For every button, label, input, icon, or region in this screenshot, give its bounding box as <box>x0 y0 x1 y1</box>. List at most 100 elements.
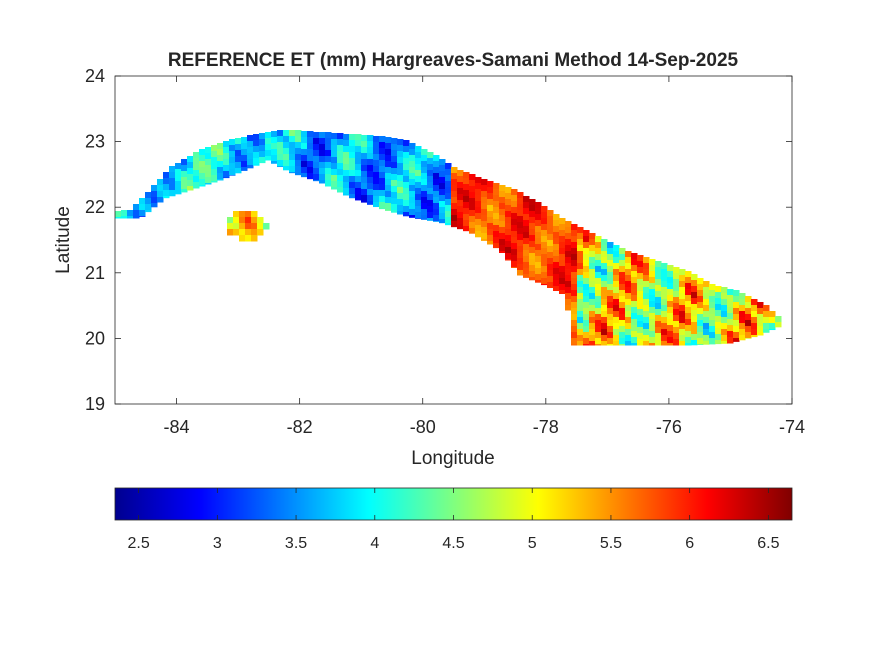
et-cell <box>439 159 446 166</box>
et-cell <box>577 263 584 270</box>
et-cell <box>403 152 410 159</box>
et-cell <box>649 331 656 338</box>
et-cell <box>703 323 710 330</box>
et-cell <box>595 302 602 309</box>
et-cell <box>307 161 314 168</box>
et-cell <box>709 302 716 309</box>
et-cell <box>607 296 614 303</box>
et-cell <box>601 305 608 312</box>
et-cell <box>379 154 386 161</box>
et-cell <box>607 254 614 261</box>
et-cell <box>625 263 632 270</box>
et-cell <box>679 323 686 330</box>
et-cell <box>463 202 470 209</box>
et-cell <box>553 256 560 263</box>
et-cell <box>577 329 584 336</box>
et-cell <box>367 177 374 184</box>
et-cell <box>595 326 602 333</box>
et-cell <box>745 320 752 327</box>
et-cell <box>223 171 230 178</box>
et-cell <box>175 193 182 195</box>
et-cell <box>253 134 260 141</box>
et-cell <box>403 140 410 147</box>
et-cell <box>337 133 344 140</box>
et-cell <box>385 167 392 174</box>
et-cell <box>175 175 182 182</box>
et-cell <box>571 272 578 279</box>
et-cell <box>355 164 362 171</box>
et-cell <box>619 254 626 261</box>
et-cell <box>493 219 500 226</box>
et-cell <box>613 329 620 336</box>
et-cell <box>547 222 554 229</box>
et-cell <box>355 188 362 195</box>
et-cell <box>463 226 470 232</box>
et-cell <box>199 185 206 187</box>
et-cell <box>217 173 224 180</box>
et-cell <box>325 144 332 151</box>
et-cell <box>637 333 644 340</box>
et-cell <box>385 155 392 162</box>
et-cell <box>775 322 782 328</box>
et-cell <box>415 200 422 207</box>
et-cell <box>439 201 446 208</box>
et-cell <box>541 284 548 286</box>
et-cell <box>433 161 440 168</box>
et-cell <box>559 266 566 273</box>
et-cell <box>415 152 422 159</box>
et-cell <box>541 266 548 273</box>
et-cell <box>619 320 626 327</box>
et-cell <box>577 251 584 258</box>
et-cell <box>463 190 470 197</box>
et-cell <box>673 321 680 328</box>
et-cell <box>529 277 536 281</box>
et-cell <box>541 206 548 213</box>
colorbar-tick-label: 5.5 <box>600 535 622 552</box>
et-cell <box>433 167 440 174</box>
colorbar-tick-label: 4 <box>370 535 379 552</box>
et-cell <box>169 172 176 179</box>
et-cell <box>589 239 596 246</box>
et-cell <box>427 158 434 165</box>
et-cell <box>409 149 416 156</box>
et-cell <box>319 132 326 139</box>
et-cell <box>547 216 554 223</box>
et-cell <box>457 200 464 207</box>
et-cell <box>697 308 704 315</box>
et-cell <box>373 142 380 149</box>
et-cell <box>535 208 542 215</box>
et-cell <box>691 310 698 317</box>
et-cell <box>433 191 440 198</box>
et-cell <box>577 341 584 346</box>
et-cell <box>337 151 344 158</box>
et-cell <box>535 268 542 275</box>
et-cell <box>313 132 320 139</box>
et-cell <box>595 308 602 315</box>
et-cell <box>625 299 632 306</box>
et-cell <box>649 259 656 266</box>
et-cell <box>715 310 722 317</box>
et-cell <box>415 164 422 171</box>
et-cell <box>733 332 740 339</box>
et-cell <box>583 236 590 243</box>
et-cell <box>703 287 710 294</box>
et-cell <box>265 144 272 151</box>
et-cell <box>517 234 524 241</box>
et-cell <box>691 334 698 341</box>
et-cell <box>415 170 422 177</box>
et-cell <box>667 307 674 314</box>
et-cell <box>397 151 404 158</box>
et-cell <box>391 192 398 199</box>
et-cell <box>667 337 674 344</box>
et-cell <box>481 215 488 222</box>
et-cell <box>547 234 554 241</box>
et-cell <box>505 253 512 260</box>
et-cell <box>181 159 188 166</box>
et-cell <box>631 271 638 278</box>
et-cell <box>727 337 734 344</box>
et-cell <box>763 311 770 318</box>
et-cell <box>565 239 572 246</box>
et-cell <box>697 278 704 285</box>
et-cell <box>667 283 674 290</box>
et-cell <box>553 280 560 287</box>
